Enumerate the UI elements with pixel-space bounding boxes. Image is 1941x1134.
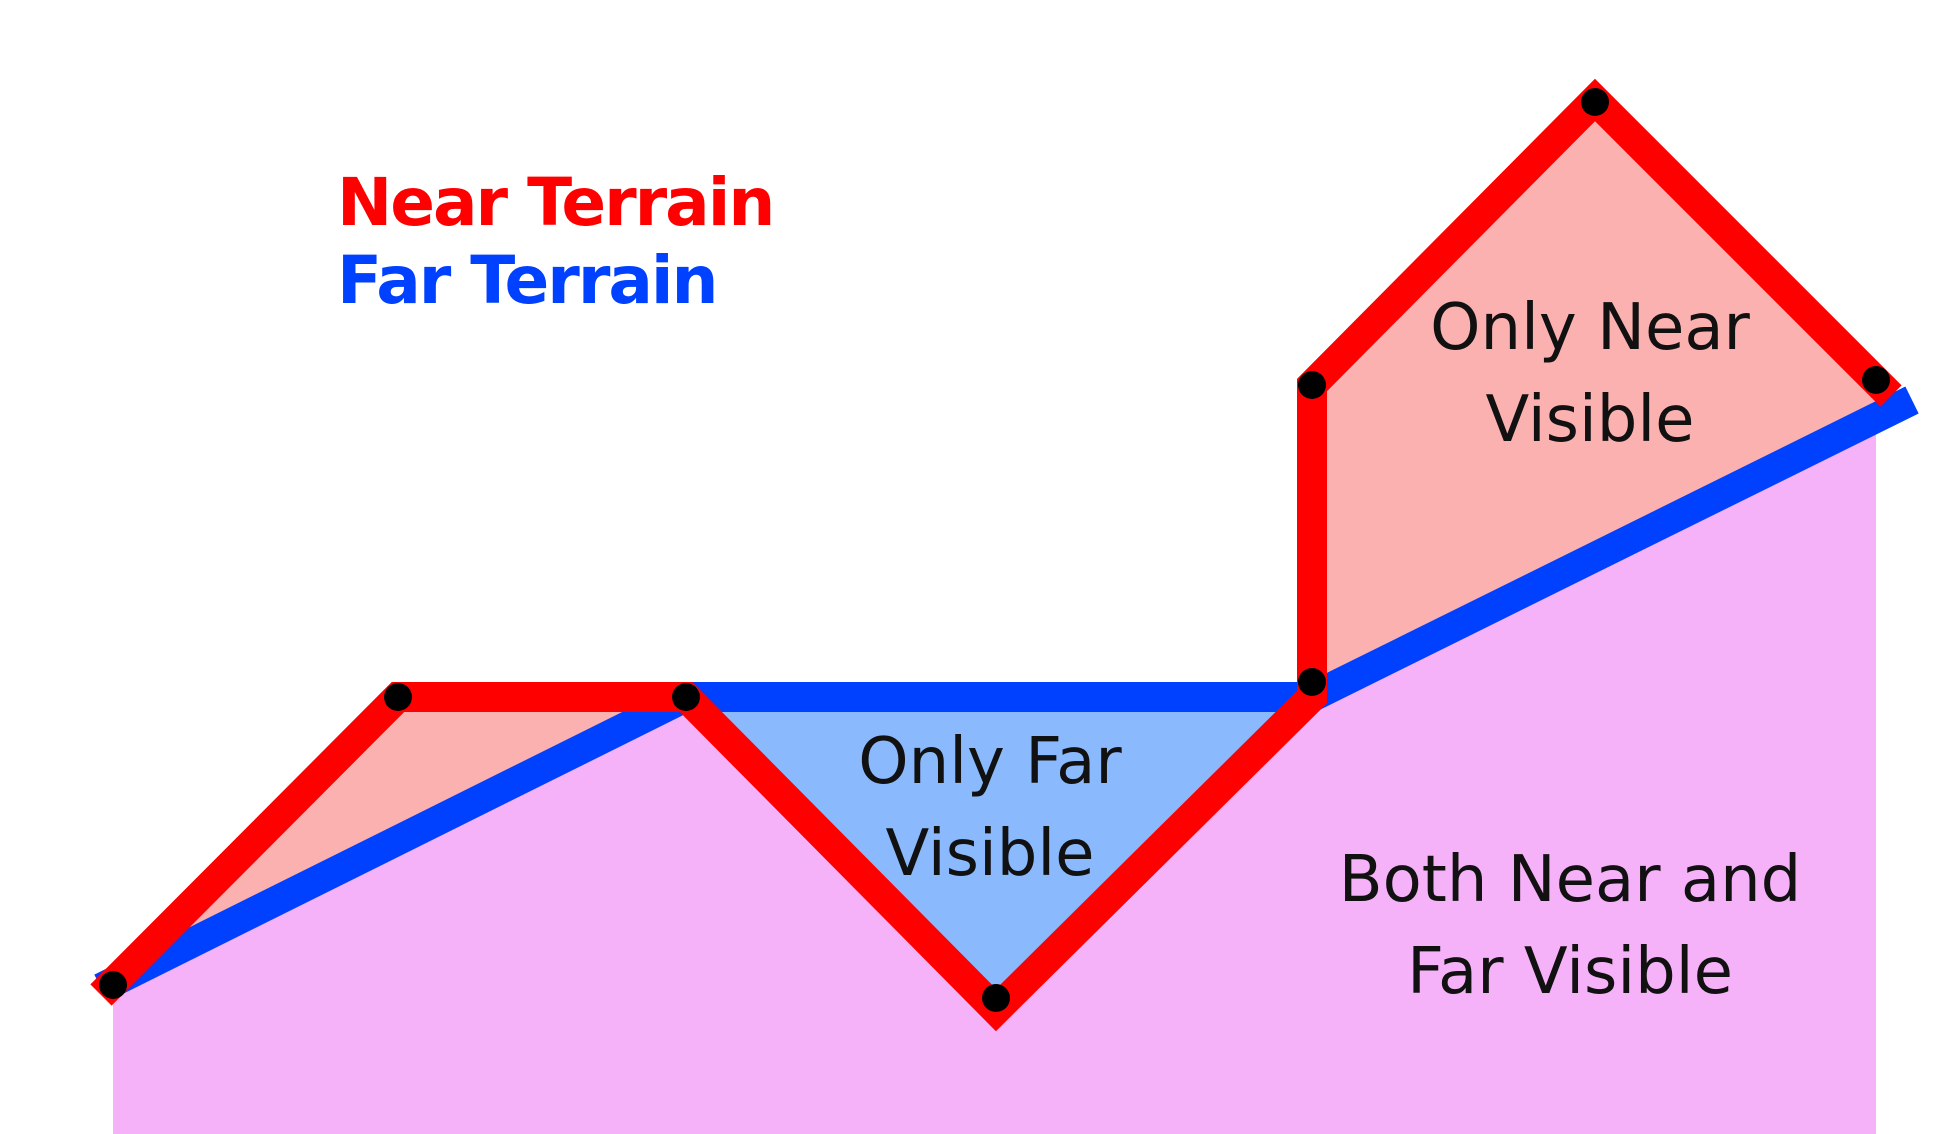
legend-far-terrain: Far Terrain (337, 242, 719, 319)
terrain-vertices (99, 88, 1890, 1012)
both-label-line2: Far Visible (1407, 935, 1733, 1009)
vertex-dot (1298, 371, 1326, 399)
both-label-line1: Both Near and (1338, 843, 1802, 917)
both-visible-label: Both Near and Far Visible (1320, 834, 1820, 1018)
legend-near-terrain: Near Terrain (337, 164, 775, 241)
only-near-label-line2: Visible (1485, 383, 1695, 457)
vertex-dot (672, 683, 700, 711)
near-terrain-line (90, 78, 1902, 1032)
only-far-label-line2: Visible (885, 817, 1095, 891)
vertex-dot (1862, 366, 1890, 394)
vertex-dot (1581, 88, 1609, 116)
only-near-label-line1: Only Near (1430, 291, 1750, 365)
vertex-dot (384, 683, 412, 711)
vertex-dot (99, 971, 127, 999)
only-near-visible-label: Only Near Visible (1400, 282, 1780, 466)
only-far-region (686, 697, 1312, 1000)
only-far-label-line1: Only Far (858, 725, 1122, 799)
vertex-dot (1298, 668, 1326, 696)
vertex-dot (982, 984, 1010, 1012)
far-terrain-line (94, 386, 1919, 1002)
only-far-visible-label: Only Far Visible (820, 716, 1160, 900)
